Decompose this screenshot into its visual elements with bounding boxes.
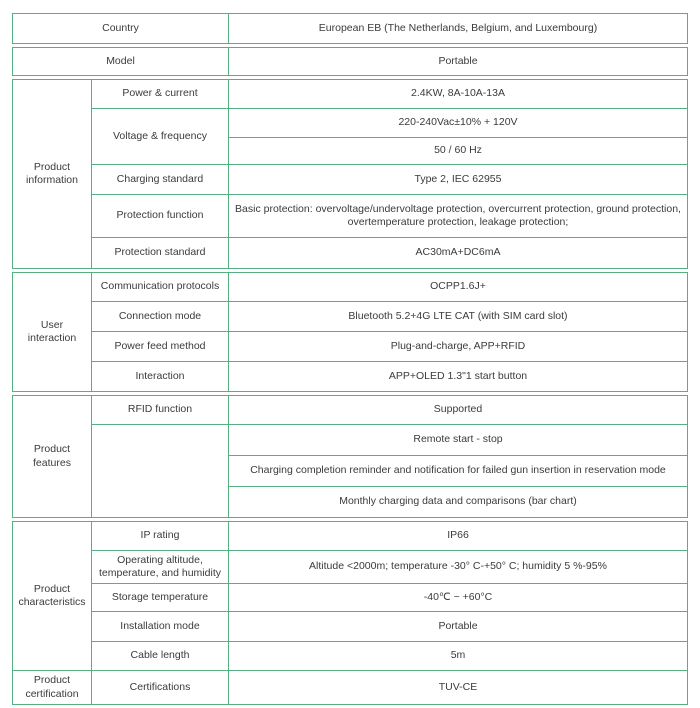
table-row: Product information Power & current 2.4K… — [12, 79, 688, 269]
interaction-value: APP+OLED 1.3"1 start button — [228, 361, 688, 392]
table-row: Charging completion reminder and notific… — [13, 455, 688, 487]
table-row: User interaction Communication protocols… — [12, 272, 688, 392]
group-product-features: Product features — [12, 395, 92, 518]
charging-standard-value: Type 2, IEC 62955 — [228, 164, 688, 195]
operating-conditions-value: Altitude <2000m; temperature -30° C-+50°… — [228, 550, 688, 584]
section-model: Model Portable — [12, 47, 688, 76]
feature-value: Remote start - stop — [228, 424, 688, 456]
country-value: European EB (The Netherlands, Belgium, a… — [228, 13, 688, 44]
connection-mode-value: Bluetooth 5.2+4G LTE CAT (with SIM card … — [228, 301, 688, 332]
feature-value: Monthly charging data and comparisons (b… — [228, 486, 688, 518]
power-current-value: 2.4KW, 8A-10A-13A — [228, 79, 688, 109]
model-value: Portable — [228, 47, 688, 76]
country-label: Country — [12, 13, 229, 44]
section-product-information: Product information Power & current 2.4K… — [12, 79, 688, 269]
table-row: Storage temperature -40℃ ~ +60°C — [13, 583, 688, 612]
table-row: Cable length 5m — [13, 641, 688, 671]
feature-value: Charging completion reminder and notific… — [228, 455, 688, 487]
ip-rating-label: IP rating — [91, 521, 229, 551]
group-product-information: Product information — [12, 79, 92, 269]
section-user-interaction: User interaction Communication protocols… — [12, 272, 688, 392]
power-feed-method-value: Plug-and-charge, APP+RFID — [228, 331, 688, 362]
section-product-features: Product features RFID function Supported… — [12, 395, 688, 518]
storage-temperature-value: -40℃ ~ +60°C — [228, 583, 688, 612]
protection-standard-label: Protection standard — [91, 237, 229, 269]
table-row: Protection standard AC30mA+DC6mA — [13, 237, 688, 269]
table-row: Product features RFID function Supported — [12, 395, 688, 518]
section-country: Country European EB (The Netherlands, Be… — [12, 13, 688, 44]
charging-standard-label: Charging standard — [91, 164, 229, 195]
section-product-characteristics: Product characteristics IP rating IP66 O… — [12, 521, 688, 705]
rfid-function-value: Supported — [228, 395, 688, 425]
voltage-value: 220-240Vac±10% + 120V — [228, 108, 688, 138]
table-row: Installation mode Portable — [13, 611, 688, 642]
model-label: Model — [12, 47, 229, 76]
table-row: Charging standard Type 2, IEC 62955 — [13, 164, 688, 195]
frequency-value: 50 / 60 Hz — [228, 137, 688, 165]
communication-protocols-value: OCPP1.6J+ — [228, 272, 688, 302]
cable-length-label: Cable length — [91, 641, 229, 671]
protection-function-label: Protection function — [91, 194, 229, 238]
table-row: Protection function Basic protection: ov… — [13, 194, 688, 238]
installation-mode-value: Portable — [228, 611, 688, 642]
connection-mode-label: Connection mode — [91, 301, 229, 332]
operating-conditions-label: Operating altitude, temperature, and hum… — [91, 550, 229, 584]
certifications-value: TUV-CE — [228, 670, 688, 705]
power-current-label: Power & current — [91, 79, 229, 109]
group-user-interaction: User interaction — [12, 272, 92, 392]
protection-function-value: Basic protection: overvoltage/undervolta… — [228, 194, 688, 238]
table-row: Model Portable — [12, 47, 688, 76]
certifications-label: Certifications — [91, 670, 229, 705]
table-row: Interaction APP+OLED 1.3"1 start button — [13, 361, 688, 392]
cable-length-value: 5m — [228, 641, 688, 671]
table-row: 50 / 60 Hz — [13, 137, 688, 165]
ip-rating-value: IP66 — [228, 521, 688, 551]
installation-mode-label: Installation mode — [91, 611, 229, 642]
table-row: Power feed method Plug-and-charge, APP+R… — [13, 331, 688, 362]
features-empty-label-cell — [91, 424, 229, 518]
table-row: Remote start - stop — [13, 424, 688, 518]
table-row: Country European EB (The Netherlands, Be… — [12, 13, 688, 44]
table-row: Product characteristics IP rating IP66 — [12, 521, 688, 671]
protection-standard-value: AC30mA+DC6mA — [228, 237, 688, 269]
group-product-characteristics: Product characteristics — [12, 521, 92, 671]
storage-temperature-label: Storage temperature — [91, 583, 229, 612]
rfid-function-label: RFID function — [91, 395, 229, 425]
power-feed-method-label: Power feed method — [91, 331, 229, 362]
spec-sheet-table: Country European EB (The Netherlands, Be… — [12, 13, 688, 708]
communication-protocols-label: Communication protocols — [91, 272, 229, 302]
group-product-certification: Product certification — [12, 670, 92, 705]
interaction-label: Interaction — [91, 361, 229, 392]
table-row: Monthly charging data and comparisons (b… — [13, 486, 688, 518]
table-row: Voltage & frequency 220-240Vac±10% + 120… — [13, 108, 688, 165]
table-row: Operating altitude, temperature, and hum… — [13, 550, 688, 584]
voltage-frequency-label: Voltage & frequency — [91, 108, 229, 165]
table-row: Product certification Certifications TUV… — [12, 670, 688, 705]
table-row: Connection mode Bluetooth 5.2+4G LTE CAT… — [13, 301, 688, 332]
